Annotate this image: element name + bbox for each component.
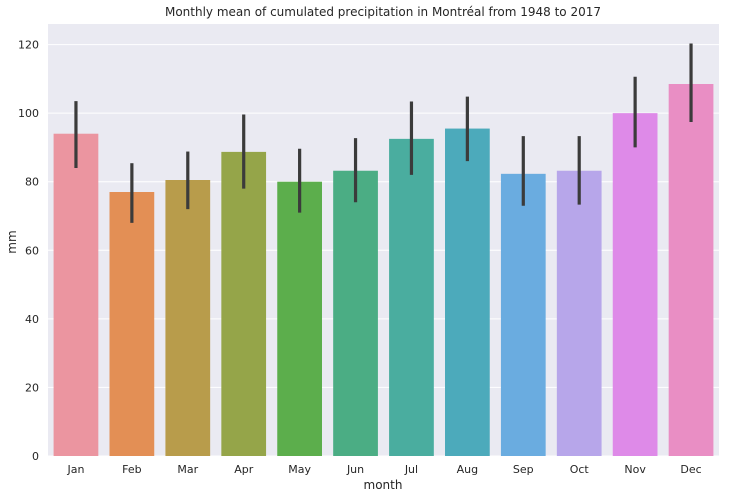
gridlines (48, 44, 719, 457)
bar-mar (165, 180, 211, 456)
x-tick-label: Jun (346, 463, 364, 476)
bar-may (277, 181, 322, 456)
bar-jul (389, 138, 434, 456)
bar-apr (221, 151, 267, 456)
y-tick-label: 100 (18, 107, 39, 120)
x-tick-label: Dec (680, 463, 701, 476)
bar-aug (445, 128, 490, 457)
x-axis-label: month (364, 478, 403, 492)
bar-nov (612, 113, 658, 457)
bar-feb (109, 192, 155, 456)
y-tick-label: 40 (25, 313, 39, 326)
bar-jan (53, 133, 99, 456)
plot-area (48, 24, 719, 456)
y-tick-label: 60 (25, 244, 39, 257)
chart-title: Monthly mean of cumulated precipitation … (165, 5, 601, 19)
y-tick-label: 20 (25, 381, 39, 394)
bar-oct (556, 170, 602, 456)
bar-jun (333, 170, 378, 456)
y-tick-label: 0 (32, 450, 39, 463)
bars (53, 84, 714, 457)
bar-sep (500, 173, 546, 457)
x-tick-label: Apr (234, 463, 254, 476)
x-tick-label: Jul (404, 463, 418, 476)
x-tick-label: Nov (624, 463, 646, 476)
x-tick-label: Feb (122, 463, 141, 476)
x-tick-label: Oct (570, 463, 590, 476)
x-tick-label: Aug (457, 463, 478, 476)
x-axis-ticks: Jan Feb Mar Apr May Jun Jul Aug Sep Oct Nov Dec (66, 463, 701, 476)
y-axis-ticks: 0 20 40 60 80 100 120 (18, 39, 39, 463)
y-tick-label: 80 (25, 176, 39, 189)
x-tick-label: Mar (177, 463, 198, 476)
error-bars (74, 43, 693, 223)
x-tick-label: Jan (66, 463, 84, 476)
x-tick-label: May (288, 463, 311, 476)
x-tick-label: Sep (513, 463, 534, 476)
y-axis-label: mm (5, 230, 19, 253)
y-tick-label: 120 (18, 39, 39, 52)
bar-dec (668, 84, 714, 456)
